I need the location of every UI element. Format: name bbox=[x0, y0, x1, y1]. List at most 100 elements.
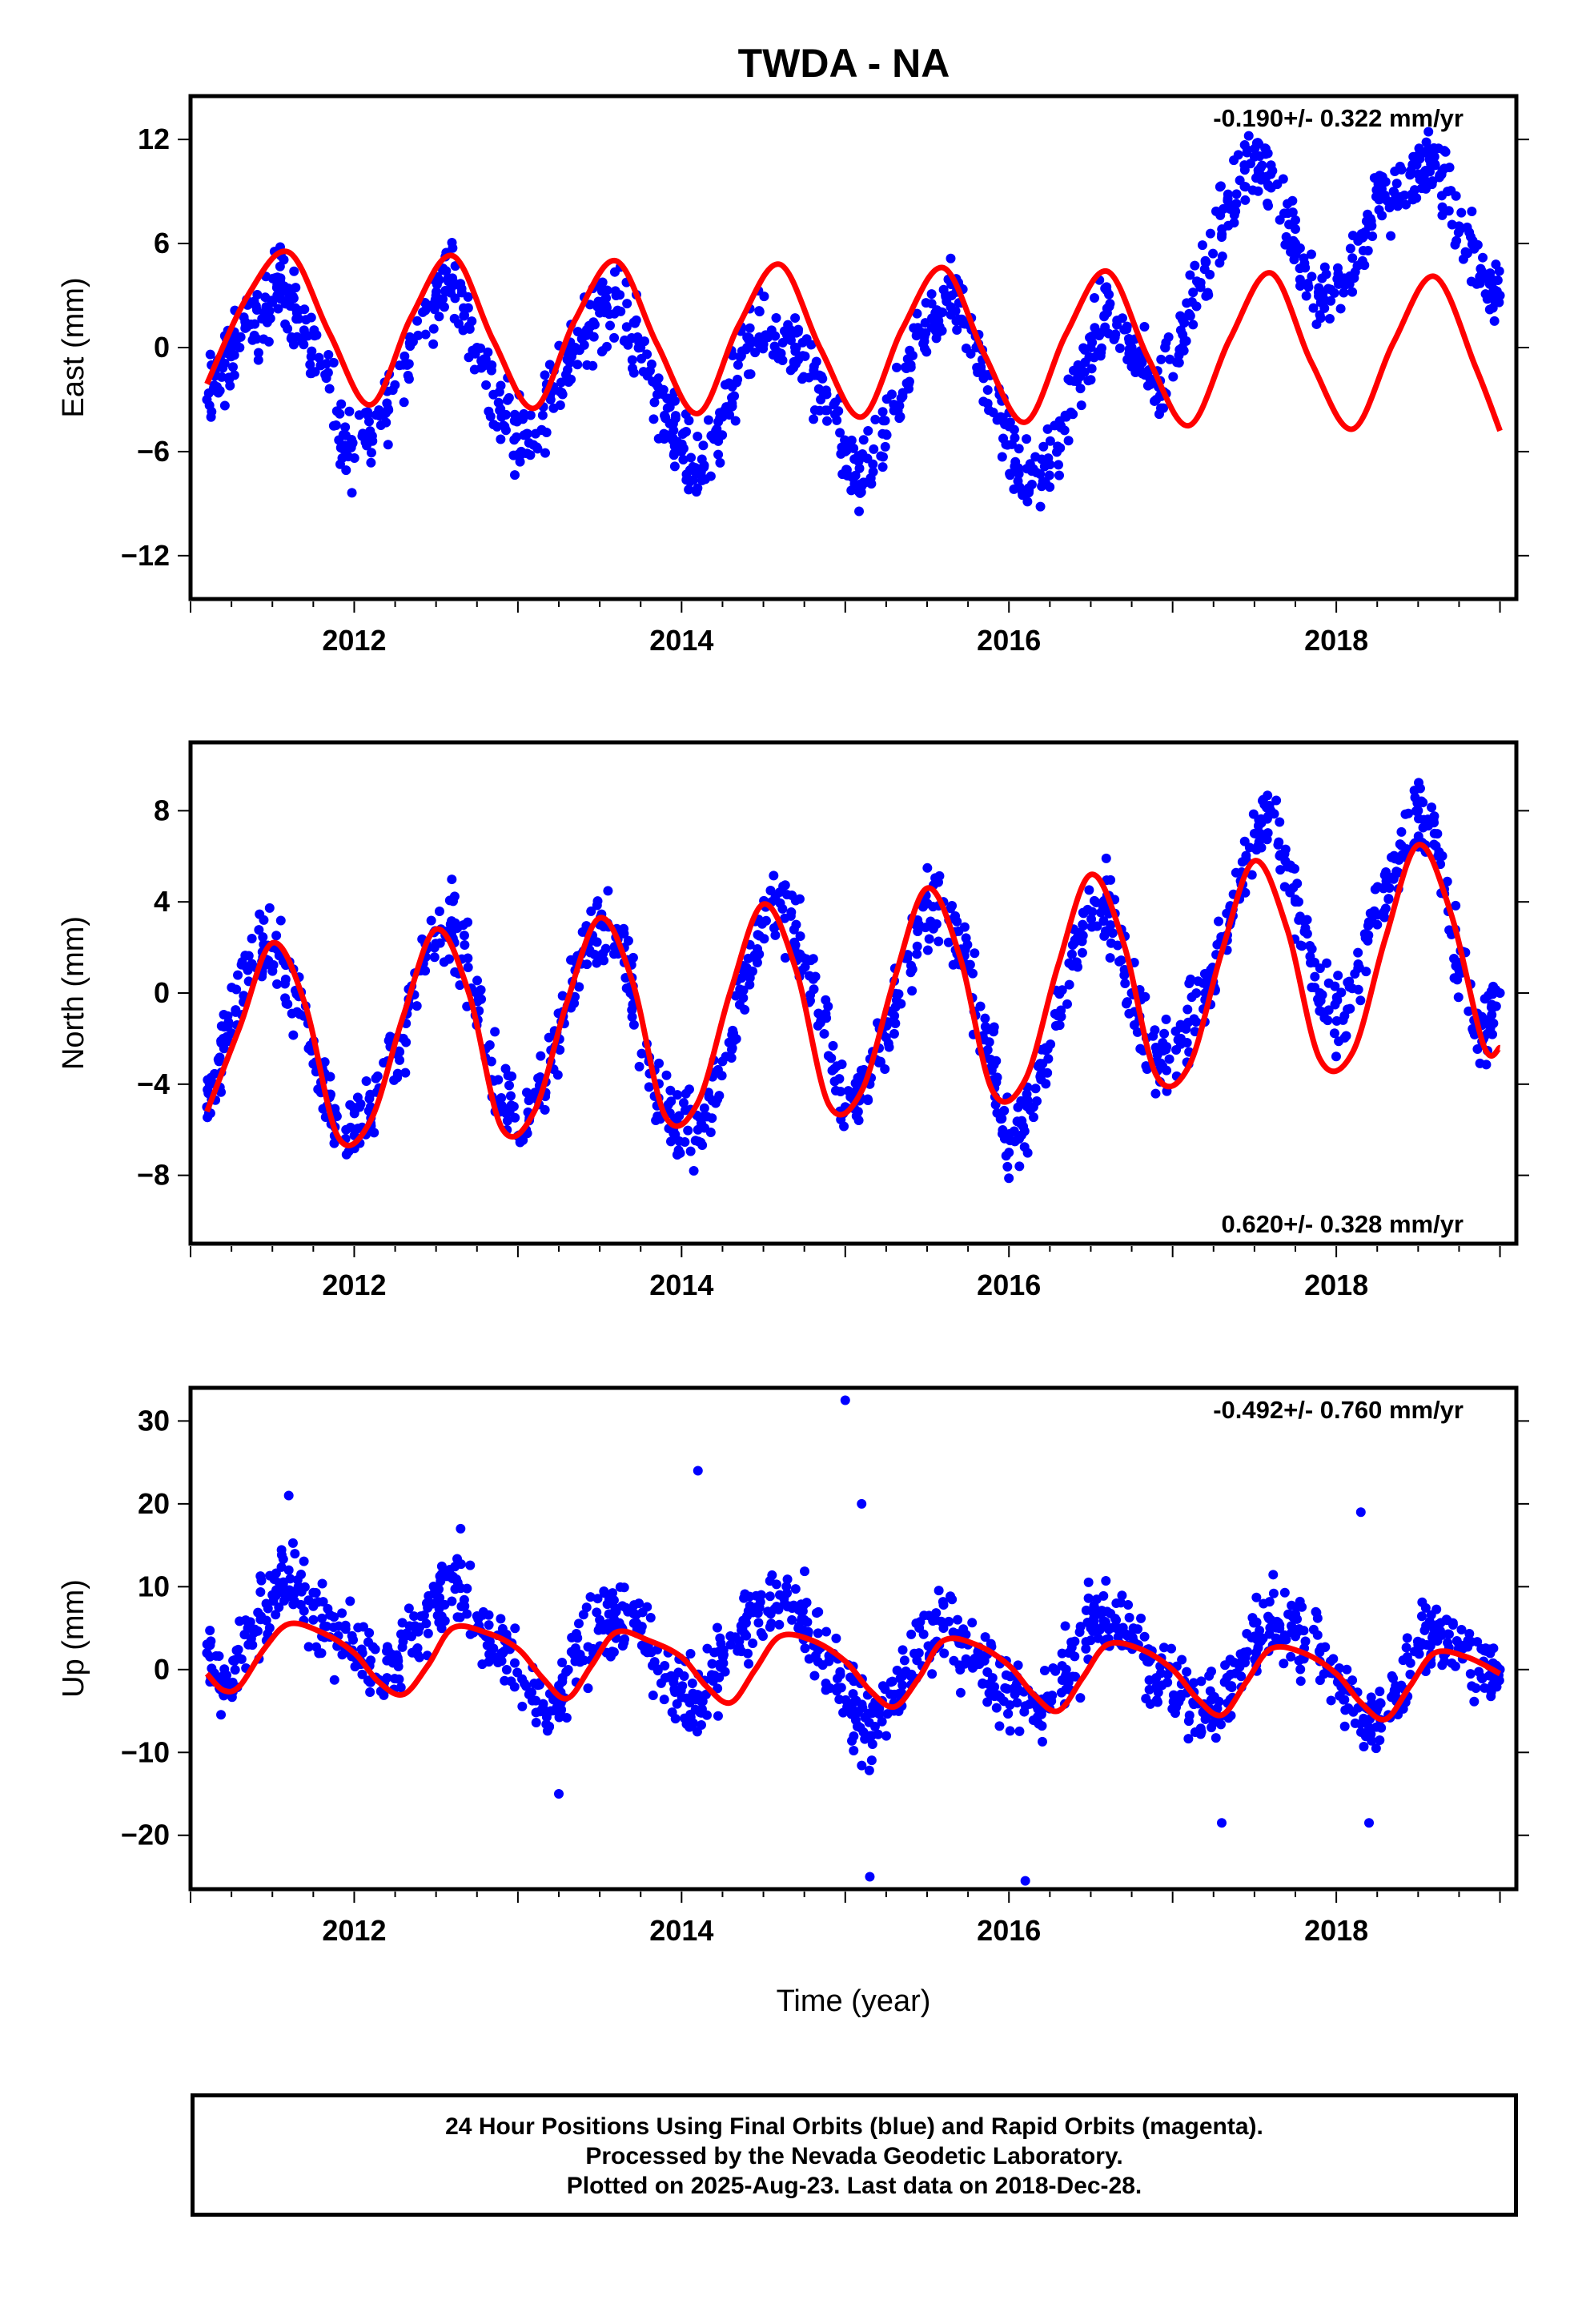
data-point bbox=[429, 952, 440, 963]
data-point bbox=[1357, 255, 1367, 266]
data-point bbox=[370, 1644, 380, 1655]
data-point bbox=[1064, 979, 1074, 990]
data-point bbox=[1216, 232, 1227, 243]
data-point bbox=[1062, 999, 1072, 1009]
data-point bbox=[1014, 444, 1024, 454]
data-point bbox=[358, 428, 368, 439]
data-point bbox=[1343, 1004, 1353, 1015]
data-point bbox=[674, 1111, 685, 1121]
data-point bbox=[536, 1051, 546, 1061]
data-point bbox=[1308, 1624, 1319, 1634]
data-point bbox=[1201, 257, 1211, 267]
data-point bbox=[1287, 1621, 1297, 1631]
data-point bbox=[592, 900, 602, 911]
data-point bbox=[1480, 1016, 1491, 1027]
data-point bbox=[1037, 1736, 1047, 1747]
data-point bbox=[863, 1095, 873, 1105]
data-point bbox=[521, 1681, 532, 1691]
data-point bbox=[1229, 155, 1239, 166]
data-point bbox=[1022, 497, 1033, 507]
data-point bbox=[1375, 1698, 1385, 1708]
data-point bbox=[1350, 969, 1360, 979]
data-point bbox=[1151, 1696, 1162, 1707]
data-point bbox=[659, 1695, 669, 1705]
data-point bbox=[347, 435, 357, 445]
data-point bbox=[1295, 940, 1306, 951]
data-point bbox=[1481, 1059, 1492, 1070]
data-point bbox=[1151, 1681, 1162, 1691]
x-tick-label: 2012 bbox=[322, 624, 386, 657]
data-point bbox=[705, 1127, 716, 1137]
data-point-outlier bbox=[840, 1395, 850, 1405]
data-point bbox=[1340, 279, 1351, 290]
data-point bbox=[699, 1103, 709, 1113]
data-point bbox=[476, 985, 486, 995]
data-point bbox=[1086, 331, 1097, 341]
data-point bbox=[1013, 1660, 1023, 1671]
data-point bbox=[209, 1068, 219, 1079]
data-point bbox=[447, 875, 457, 885]
data-point bbox=[857, 449, 868, 460]
data-point bbox=[1089, 895, 1099, 906]
data-point bbox=[1063, 1647, 1074, 1658]
data-point bbox=[645, 1612, 656, 1622]
data-point bbox=[477, 1659, 488, 1670]
data-point bbox=[236, 959, 247, 970]
data-point bbox=[1469, 1696, 1480, 1707]
data-point bbox=[780, 913, 790, 923]
data-point bbox=[1263, 790, 1273, 801]
data-point bbox=[1415, 175, 1425, 185]
data-point bbox=[1104, 289, 1114, 300]
data-point bbox=[1301, 291, 1311, 301]
data-point bbox=[1386, 231, 1396, 241]
data-point bbox=[740, 1589, 750, 1599]
data-point bbox=[831, 1633, 841, 1643]
data-point bbox=[1231, 206, 1241, 216]
data-point bbox=[1082, 904, 1093, 915]
data-point bbox=[1043, 1054, 1054, 1064]
data-point bbox=[725, 410, 735, 420]
data-point bbox=[400, 1068, 411, 1078]
data-point bbox=[782, 1588, 793, 1598]
data-point bbox=[1195, 1729, 1206, 1739]
data-point bbox=[920, 318, 930, 328]
data-point bbox=[696, 1720, 706, 1731]
data-point bbox=[459, 311, 469, 321]
data-point bbox=[795, 931, 805, 942]
data-point bbox=[1478, 252, 1488, 263]
data-point bbox=[1073, 371, 1083, 381]
data-point bbox=[620, 1634, 630, 1644]
data-point bbox=[486, 1056, 496, 1067]
data-point bbox=[922, 945, 933, 955]
data-point bbox=[980, 1632, 990, 1642]
data-point bbox=[628, 317, 639, 328]
data-point bbox=[233, 970, 243, 980]
data-point bbox=[790, 1584, 801, 1594]
data-point-outlier bbox=[1364, 1818, 1374, 1828]
x-tick-label: 2012 bbox=[322, 1269, 386, 1301]
data-point bbox=[586, 906, 596, 916]
data-point bbox=[713, 449, 724, 460]
figure-title: TWDA - NA bbox=[738, 41, 950, 86]
data-point bbox=[460, 940, 470, 951]
data-point bbox=[203, 1112, 213, 1123]
data-point bbox=[1012, 1698, 1022, 1708]
data-point bbox=[1307, 271, 1317, 282]
data-point bbox=[1299, 927, 1310, 937]
data-point bbox=[1345, 271, 1355, 281]
data-point bbox=[222, 1670, 232, 1680]
data-point bbox=[261, 302, 271, 312]
data-point bbox=[703, 415, 713, 425]
data-point bbox=[1421, 1621, 1431, 1631]
data-point bbox=[1066, 949, 1077, 959]
data-point bbox=[1320, 1642, 1331, 1652]
data-point bbox=[484, 1040, 495, 1051]
data-point bbox=[561, 1713, 572, 1723]
data-point bbox=[1339, 287, 1349, 298]
caption-line-2: Processed by the Nevada Geodetic Laborat… bbox=[585, 2143, 1123, 2169]
data-point bbox=[436, 1561, 447, 1571]
data-point bbox=[1389, 871, 1399, 882]
data-point bbox=[922, 862, 933, 873]
data-point bbox=[793, 355, 804, 365]
data-point bbox=[1488, 1679, 1498, 1690]
